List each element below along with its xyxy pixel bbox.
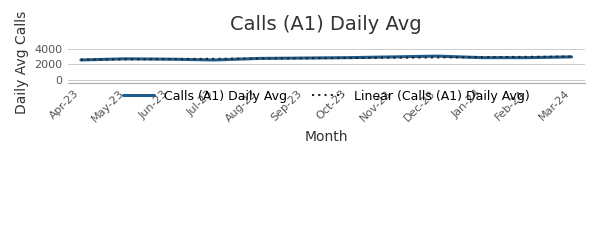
Calls (A1) Daily Avg: [434, 55, 442, 58]
Calls (A1) Daily Avg: [345, 56, 352, 59]
Linear (Calls (A1) Daily Avg): [434, 56, 442, 59]
Calls (A1) Daily Avg: [256, 57, 263, 60]
Calls (A1) Daily Avg: [301, 57, 308, 59]
Linear (Calls (A1) Daily Avg): [167, 58, 174, 61]
Linear (Calls (A1) Daily Avg): [479, 56, 486, 58]
Linear (Calls (A1) Daily Avg): [211, 57, 218, 60]
Linear (Calls (A1) Daily Avg): [523, 55, 530, 58]
Line: Linear (Calls (A1) Daily Avg): Linear (Calls (A1) Daily Avg): [81, 57, 572, 60]
Calls (A1) Daily Avg: [568, 55, 575, 58]
Linear (Calls (A1) Daily Avg): [122, 58, 129, 61]
X-axis label: Month: Month: [305, 130, 348, 144]
Calls (A1) Daily Avg: [389, 55, 397, 58]
Linear (Calls (A1) Daily Avg): [345, 57, 352, 59]
Calls (A1) Daily Avg: [122, 57, 129, 60]
Title: Calls (A1) Daily Avg: Calls (A1) Daily Avg: [230, 15, 422, 34]
Linear (Calls (A1) Daily Avg): [568, 55, 575, 58]
Calls (A1) Daily Avg: [523, 56, 530, 59]
Line: Calls (A1) Daily Avg: Calls (A1) Daily Avg: [81, 56, 572, 60]
Linear (Calls (A1) Daily Avg): [256, 57, 263, 60]
Linear (Calls (A1) Daily Avg): [77, 58, 85, 61]
Legend: Calls (A1) Daily Avg, Linear (Calls (A1) Daily Avg): Calls (A1) Daily Avg, Linear (Calls (A1)…: [118, 85, 535, 108]
Calls (A1) Daily Avg: [211, 58, 218, 61]
Y-axis label: Daily Avg Calls: Daily Avg Calls: [15, 11, 29, 114]
Calls (A1) Daily Avg: [167, 58, 174, 61]
Linear (Calls (A1) Daily Avg): [389, 56, 397, 59]
Linear (Calls (A1) Daily Avg): [301, 57, 308, 60]
Calls (A1) Daily Avg: [479, 56, 486, 59]
Calls (A1) Daily Avg: [77, 58, 85, 61]
